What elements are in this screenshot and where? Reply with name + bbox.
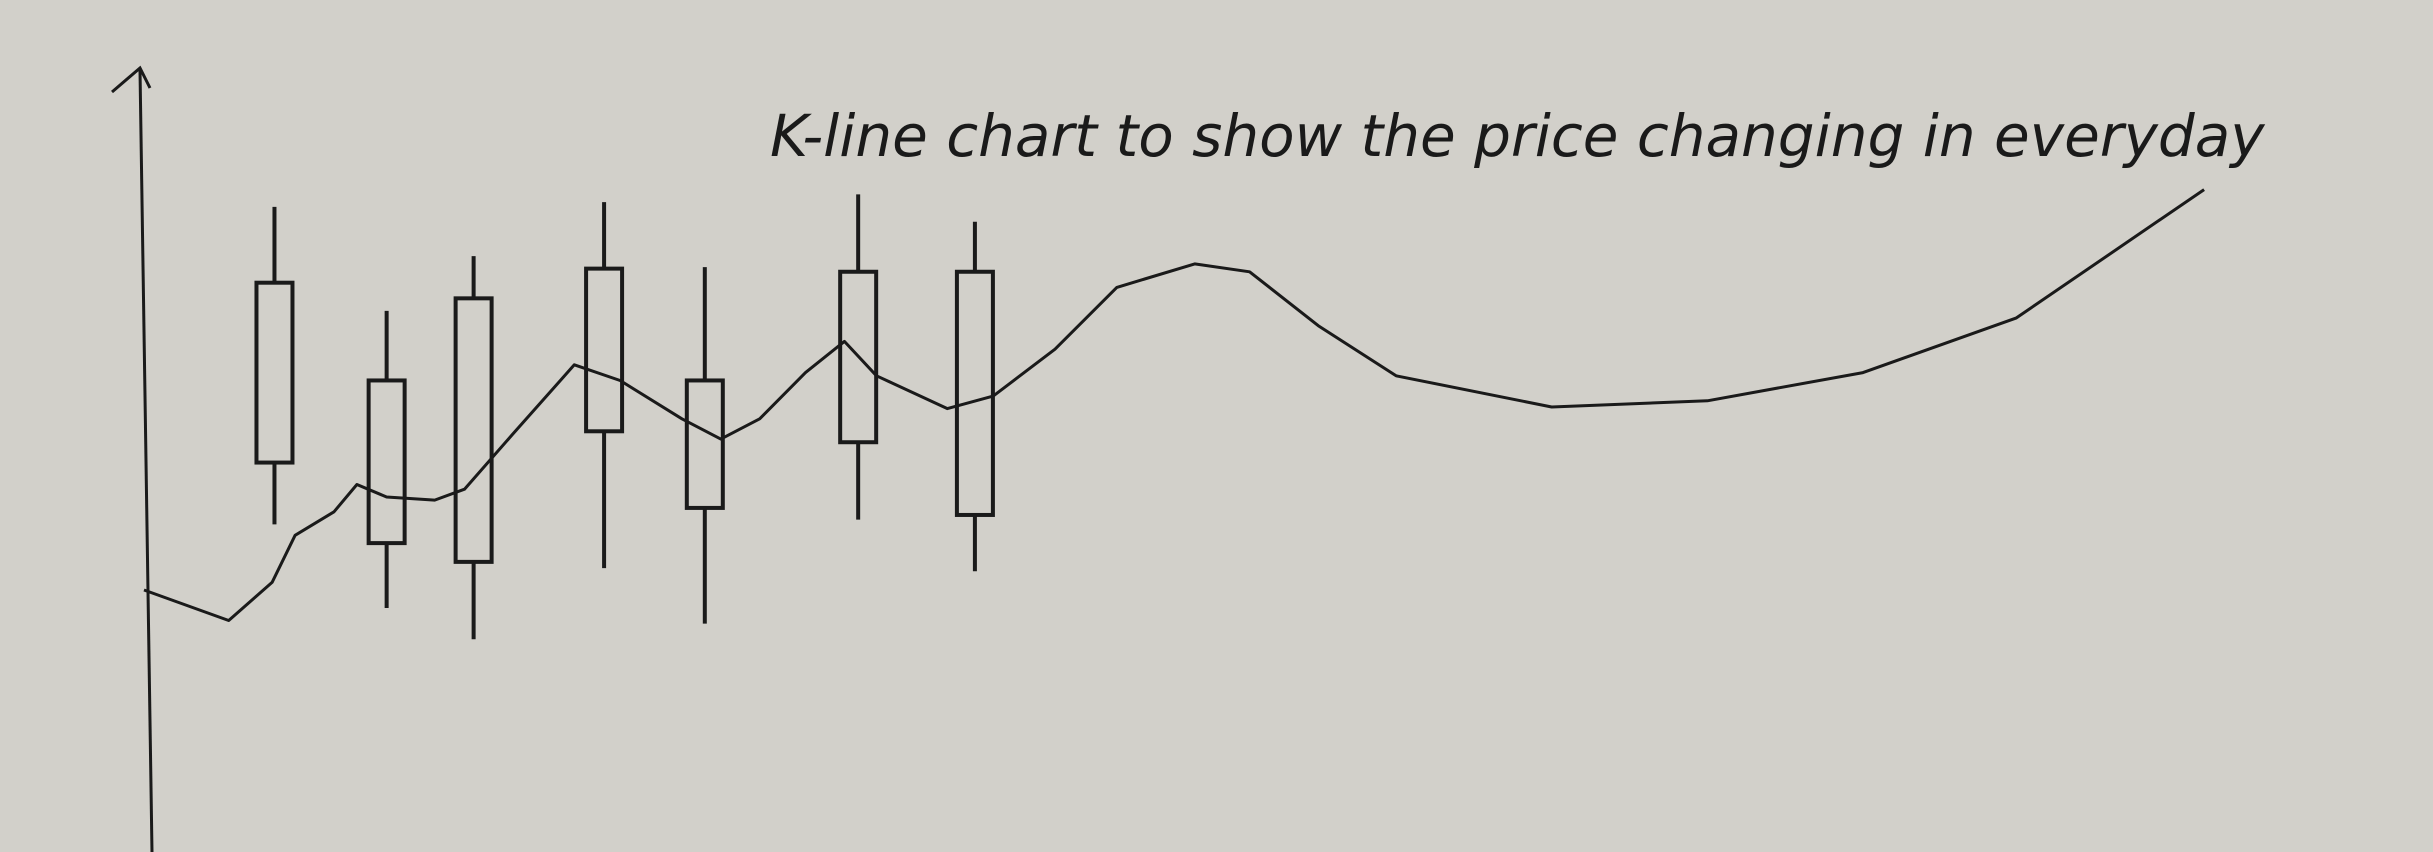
- candle-body: [366, 378, 407, 546]
- y-axis-arrow: [111, 65, 152, 94]
- candle-body: [584, 266, 625, 434]
- candle-body: [954, 269, 995, 517]
- y-axis: [138, 69, 154, 852]
- candle-body: [684, 378, 725, 510]
- trend-line: [143, 188, 2205, 622]
- candle-body: [254, 280, 295, 465]
- candle-body: [453, 296, 494, 564]
- chart-title: K-line chart to show the price changing …: [770, 102, 2265, 170]
